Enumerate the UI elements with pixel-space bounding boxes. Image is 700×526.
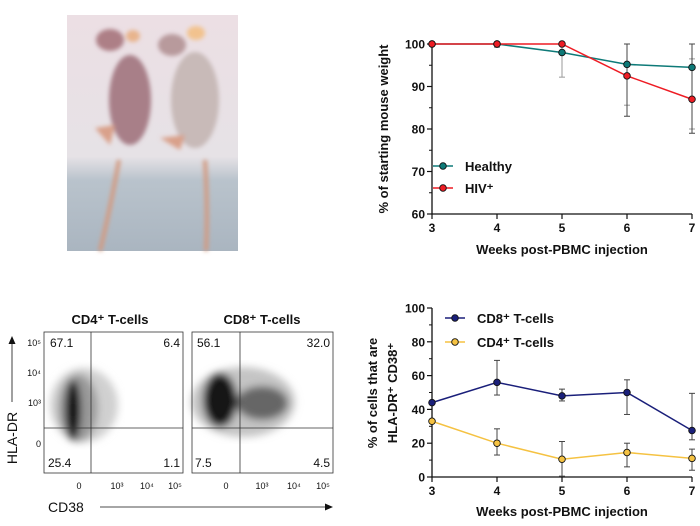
y-tick-label: 60 <box>412 208 426 222</box>
legend-marker <box>451 338 459 346</box>
data-point <box>493 378 501 387</box>
y-tick-1e5: 10⁵ <box>27 338 41 348</box>
x-tick-label: 4 <box>494 484 501 498</box>
x-axis-label-cd38: CD38 <box>48 499 84 515</box>
x-tick-1e3-cd4: 10³ <box>110 481 123 491</box>
density-cd8 <box>191 367 295 437</box>
x-tick-label: 5 <box>559 484 566 498</box>
data-point <box>428 398 436 407</box>
haired-mouse <box>158 26 219 252</box>
x-tick-1e5-cd8: 10⁵ <box>316 481 330 491</box>
data-point <box>623 72 631 80</box>
activation-chart: % of cells that are HLA-DR⁺ CD38⁺ Weeks … <box>365 302 696 519</box>
y-tick-label: 90 <box>412 80 426 94</box>
y-tick-0: 0 <box>36 439 41 449</box>
mice-photo <box>67 15 238 252</box>
data-point <box>688 95 696 103</box>
x-tick-label: 7 <box>689 221 696 235</box>
data-point <box>688 454 696 463</box>
y-tick-label: 0 <box>418 471 425 485</box>
y-tick-label: 40 <box>412 403 426 417</box>
legend-label: Healthy <box>465 159 513 174</box>
y-tick-label: 80 <box>412 335 426 349</box>
plot-frame-cd4 <box>43 331 184 474</box>
chart1-ylabel-line1: % of cells that are <box>365 338 380 449</box>
y-axis-label-hla-dr: HLA-DR <box>4 412 20 464</box>
y-tick-label: 70 <box>412 165 426 179</box>
y-tick-label: 100 <box>405 302 425 316</box>
x-tick-1e4-cd8: 10⁴ <box>287 481 301 491</box>
weight-chart: % of starting mouse weight Weeks post-PB… <box>376 38 696 257</box>
x-tick-label: 7 <box>689 484 696 498</box>
legend-marker <box>451 314 459 322</box>
y-tick-label: 60 <box>412 369 426 383</box>
x-tick-label: 4 <box>494 221 501 235</box>
quadrant-ll-cd8: 7.5 <box>195 456 212 470</box>
data-point <box>688 63 696 72</box>
flow-cytometry-plots: CD4⁺ T-cells CD8⁺ T-cells 67.1 6.4 25.4 … <box>4 312 334 515</box>
data-point <box>493 439 501 447</box>
y-tick-label: 20 <box>412 437 426 451</box>
data-point <box>428 417 436 425</box>
x-tick-label: 6 <box>624 484 631 498</box>
data-point <box>493 40 501 48</box>
quadrant-lr-cd8: 4.5 <box>313 456 330 470</box>
data-point <box>623 388 631 397</box>
panel-title-cd4: CD4⁺ T-cells <box>72 312 149 327</box>
data-point <box>623 60 631 69</box>
x-tick-1e4-cd4: 10⁴ <box>140 481 154 491</box>
x-tick-label: 5 <box>559 221 566 235</box>
chart1-xlabel: Weeks post-PBMC injection <box>476 504 648 519</box>
chart0-xlabel: Weeks post-PBMC injection <box>476 242 648 257</box>
data-point <box>623 448 631 457</box>
data-point <box>558 455 566 464</box>
density-cd4 <box>50 368 118 442</box>
arrowhead-icon <box>8 336 16 344</box>
quadrant-ul-cd4: 67.1 <box>50 336 74 350</box>
data-point <box>428 40 436 48</box>
quadrant-ur-cd4: 6.4 <box>163 336 180 350</box>
quadrant-lr-cd4: 1.1 <box>163 456 180 470</box>
plot-frame-cd8 <box>191 331 334 474</box>
hairless-mouse <box>95 29 151 252</box>
quadrant-ll-cd4: 25.4 <box>48 456 72 470</box>
x-tick-1e5-cd4: 10⁵ <box>168 481 182 491</box>
chart1-ylabel-line2: HLA-DR⁺ CD38⁺ <box>385 343 400 444</box>
y-tick-label: 100 <box>405 38 425 52</box>
x-tick-0-cd8: 0 <box>223 481 228 491</box>
data-point <box>558 392 566 400</box>
x-tick-1e3-cd8: 10³ <box>255 481 268 491</box>
x-tick-label: 3 <box>429 484 436 498</box>
panel-title-cd8: CD8⁺ T-cells <box>224 312 301 327</box>
x-tick-label: 3 <box>429 221 436 235</box>
quadrant-ul-cd8: 56.1 <box>197 336 221 350</box>
legend-label: HIV⁺ <box>465 181 494 196</box>
chart0-ylabel: % of starting mouse weight <box>376 44 391 214</box>
y-tick-1e3: 10³ <box>28 398 41 408</box>
legend-marker <box>439 162 447 170</box>
quadrant-ur-cd8: 32.0 <box>307 336 331 350</box>
data-point <box>688 426 696 435</box>
data-point <box>558 48 566 57</box>
data-point <box>558 40 566 48</box>
y-tick-label: 80 <box>412 123 426 137</box>
legend-marker <box>439 184 447 192</box>
legend-label: CD4⁺ T-cells <box>477 335 554 350</box>
x-tick-0-cd4: 0 <box>76 481 81 491</box>
arrowhead-icon <box>325 503 333 511</box>
x-tick-label: 6 <box>624 221 631 235</box>
legend-label: CD8⁺ T-cells <box>477 311 554 326</box>
y-tick-1e4: 10⁴ <box>27 368 41 378</box>
